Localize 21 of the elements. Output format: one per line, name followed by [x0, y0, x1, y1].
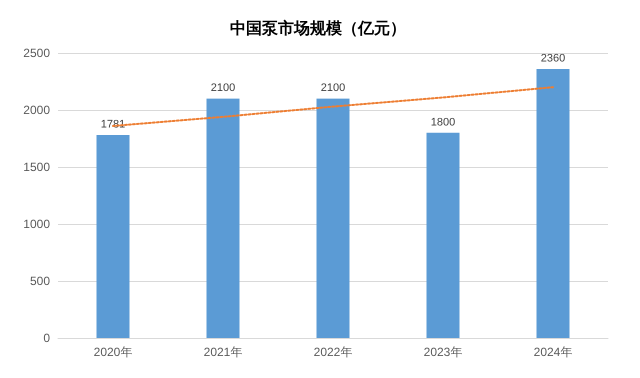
bar: [206, 98, 240, 338]
data-label: 2100: [210, 82, 236, 94]
x-tick-label: 2021年: [204, 345, 242, 359]
y-tick-label: 1000: [23, 217, 50, 231]
x-tick-label: 2022年: [314, 345, 352, 359]
data-label: 1800: [430, 116, 456, 128]
x-tick-label: 2020年: [94, 345, 132, 359]
y-tick-label: 2500: [23, 46, 50, 60]
x-tick-label: 2024年: [534, 345, 572, 359]
x-tick-label: 2023年: [424, 345, 462, 359]
y-tick-label: 0: [43, 331, 50, 345]
data-label: 2360: [540, 52, 566, 64]
data-label: 2100: [320, 82, 346, 94]
y-tick-label: 500: [30, 274, 50, 288]
chart-title: 中国泵市场规模（亿元）: [230, 20, 406, 38]
bar: [96, 134, 130, 338]
bar: [536, 68, 570, 338]
bar: [316, 98, 350, 338]
bar: [426, 132, 460, 338]
y-tick-label: 1500: [23, 160, 50, 174]
y-tick-label: 2000: [23, 103, 50, 117]
